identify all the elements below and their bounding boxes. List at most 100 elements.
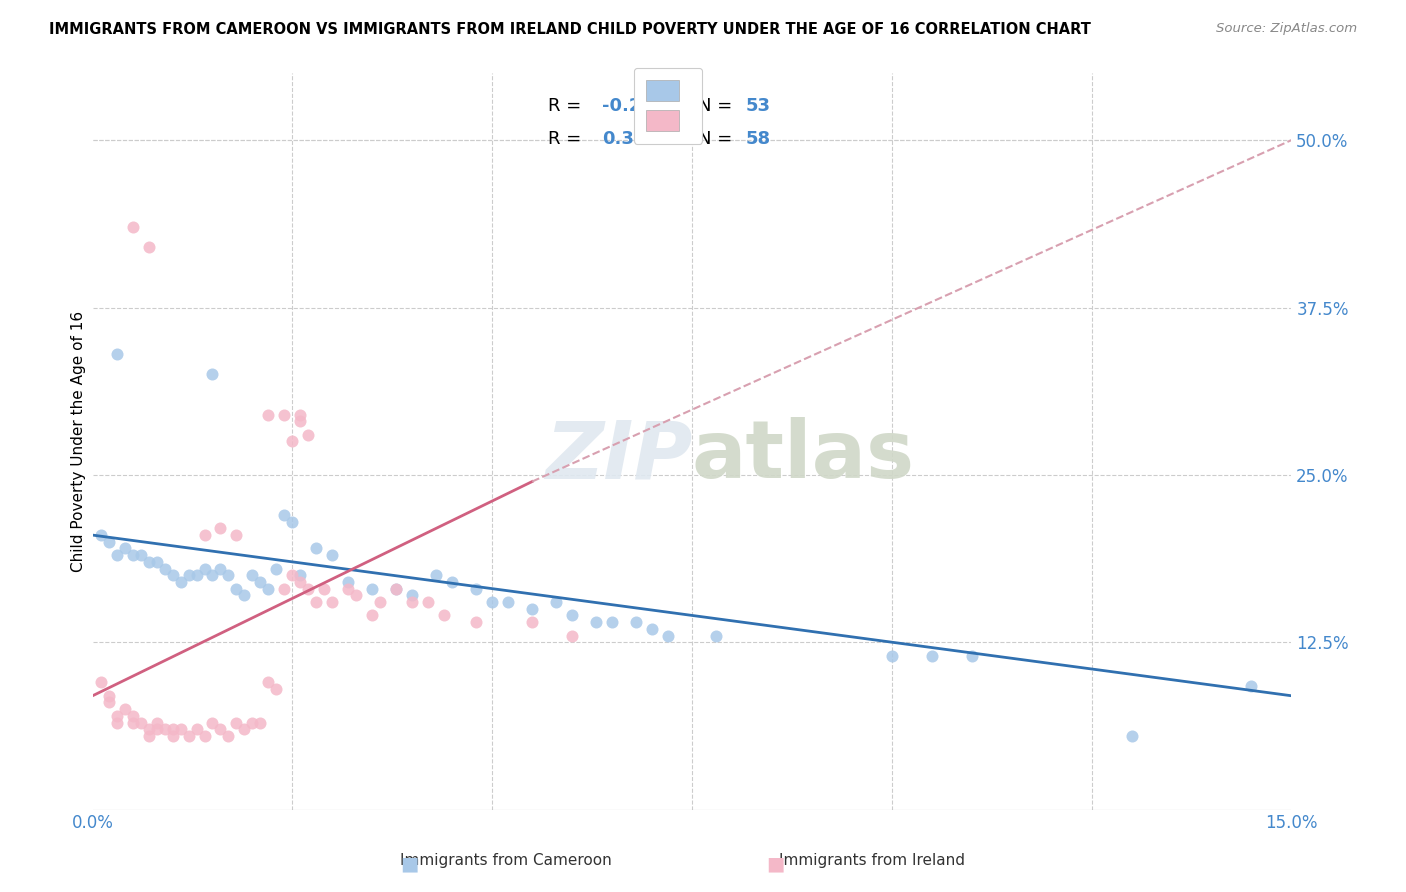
Point: [145, 555, 167, 569]
Point: [242, 568, 264, 582]
Point: [481, 595, 503, 609]
Point: [585, 615, 607, 629]
Point: [138, 240, 160, 254]
Point: [657, 628, 679, 642]
Point: [249, 574, 271, 589]
Text: Source: ZipAtlas.com: Source: ZipAtlas.com: [1216, 22, 1357, 36]
Point: [337, 582, 360, 596]
Y-axis label: Child Poverty Under the Age of 16: Child Poverty Under the Age of 16: [72, 310, 86, 572]
Point: [281, 568, 304, 582]
Point: [600, 615, 623, 629]
Point: [305, 541, 328, 556]
Point: [225, 715, 247, 730]
Point: [880, 648, 903, 663]
Point: [641, 622, 664, 636]
Point: [209, 521, 232, 535]
Point: [921, 648, 943, 663]
Point: [305, 595, 328, 609]
Text: R =: R =: [548, 97, 582, 115]
Point: [153, 561, 176, 575]
Point: [257, 408, 280, 422]
Point: [290, 568, 312, 582]
Point: [257, 675, 280, 690]
Point: [225, 528, 247, 542]
Point: [257, 582, 280, 596]
Point: [218, 568, 240, 582]
Text: Immigrants from Cameroon: Immigrants from Cameroon: [401, 854, 612, 868]
Text: N =: N =: [697, 97, 733, 115]
Point: [337, 574, 360, 589]
Point: [90, 528, 112, 542]
Point: [121, 220, 143, 235]
Text: IMMIGRANTS FROM CAMEROON VS IMMIGRANTS FROM IRELAND CHILD POVERTY UNDER THE AGE : IMMIGRANTS FROM CAMEROON VS IMMIGRANTS F…: [49, 22, 1091, 37]
Point: [169, 574, 191, 589]
Text: 58: 58: [747, 130, 770, 148]
Point: [290, 574, 312, 589]
Point: [138, 723, 160, 737]
Point: [561, 608, 583, 623]
Point: [520, 615, 543, 629]
Point: [153, 723, 176, 737]
Point: [201, 568, 224, 582]
Point: [281, 434, 304, 449]
Point: [225, 582, 247, 596]
Point: [121, 715, 143, 730]
Point: [273, 408, 295, 422]
Text: 53: 53: [747, 97, 770, 115]
Point: [297, 427, 319, 442]
Point: [138, 555, 160, 569]
Point: [401, 588, 423, 602]
Point: [233, 723, 256, 737]
Point: [97, 689, 120, 703]
Point: [546, 595, 568, 609]
Text: ■: ■: [401, 855, 419, 874]
Point: [90, 675, 112, 690]
Point: [266, 561, 288, 575]
Point: [520, 601, 543, 615]
Text: 0.321: 0.321: [602, 130, 659, 148]
Point: [561, 628, 583, 642]
Text: N =: N =: [697, 130, 733, 148]
Point: [218, 729, 240, 743]
Point: [249, 715, 271, 730]
Point: [193, 729, 215, 743]
Point: [281, 515, 304, 529]
Point: [129, 715, 152, 730]
Point: [465, 615, 488, 629]
Point: [105, 708, 128, 723]
Point: [496, 595, 519, 609]
Point: [273, 582, 295, 596]
Point: [177, 568, 200, 582]
Point: [105, 548, 128, 562]
Point: [361, 608, 384, 623]
Point: [1240, 679, 1263, 693]
Point: [97, 695, 120, 709]
Point: [704, 628, 727, 642]
Point: [1121, 729, 1143, 743]
Point: [145, 715, 167, 730]
Text: ZIP: ZIP: [544, 417, 692, 495]
Point: [121, 548, 143, 562]
Point: [201, 368, 224, 382]
Text: atlas: atlas: [692, 417, 915, 495]
Point: [129, 548, 152, 562]
Text: R =: R =: [548, 130, 582, 148]
Point: [290, 414, 312, 428]
Point: [361, 582, 384, 596]
Point: [368, 595, 391, 609]
Point: [186, 723, 208, 737]
Point: [441, 574, 464, 589]
Point: [186, 568, 208, 582]
Point: [314, 582, 336, 596]
Point: [162, 723, 184, 737]
Point: [385, 582, 408, 596]
Point: [290, 408, 312, 422]
Point: [97, 534, 120, 549]
Point: [114, 541, 136, 556]
Point: [297, 582, 319, 596]
Point: [105, 347, 128, 361]
Point: [138, 729, 160, 743]
Point: [233, 588, 256, 602]
Legend: , : ,: [634, 68, 703, 144]
Point: [273, 508, 295, 522]
